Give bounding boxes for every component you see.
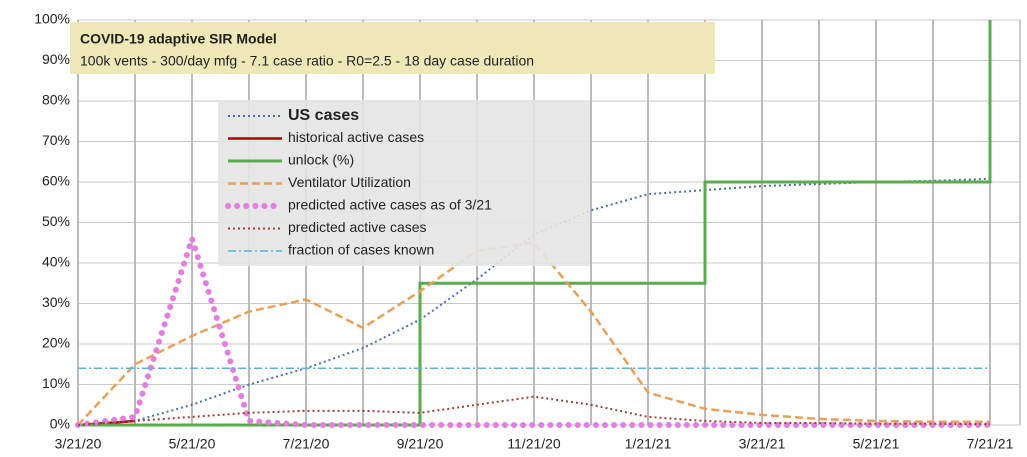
x-tick-label: 9/21/20	[397, 436, 444, 452]
y-tick-label: 100%	[34, 11, 70, 27]
y-tick-label: 70%	[42, 132, 70, 148]
y-tick-label: 40%	[42, 254, 70, 270]
y-tick-label: 0%	[50, 416, 70, 432]
y-tick-label: 80%	[42, 92, 70, 108]
series-line	[77, 177, 991, 426]
series-line	[75, 228, 993, 428]
x-tick-label: 11/21/20	[507, 436, 561, 452]
legend-label: fraction of cases known	[288, 242, 434, 258]
y-tick-label: 10%	[42, 375, 70, 391]
legend-label: Ventilator Utilization	[288, 174, 411, 190]
x-tick-label: 7/21/21	[967, 436, 1014, 452]
series-line	[78, 20, 992, 427]
legend-label: unlock (%)	[288, 152, 354, 168]
x-tick-label: 3/21/20	[55, 436, 102, 452]
x-tick-label: 5/21/20	[169, 436, 216, 452]
y-tick-label: 60%	[42, 173, 70, 189]
y-tick-label: 50%	[42, 213, 70, 229]
y-tick-label: 30%	[42, 294, 70, 310]
legend-label: predicted active cases as of 3/21	[288, 197, 492, 213]
y-tick-label: 20%	[42, 335, 70, 351]
chart-subtitle: 100k vents - 300/day mfg - 7.1 case rati…	[80, 53, 534, 69]
y-tick-label: 90%	[42, 51, 70, 67]
x-tick-label: 1/21/21	[625, 436, 672, 452]
x-tick-label: 5/21/21	[853, 436, 900, 452]
legend-label: historical active cases	[288, 129, 424, 145]
legend-label: predicted active cases	[288, 219, 427, 235]
x-tick-label: 3/21/21	[739, 436, 786, 452]
series-line	[77, 241, 990, 426]
chart-title: COVID-19 adaptive SIR Model	[80, 31, 277, 47]
title-box	[70, 22, 715, 74]
x-tick-label: 7/21/20	[283, 436, 330, 452]
legend-label: US cases	[288, 107, 359, 124]
